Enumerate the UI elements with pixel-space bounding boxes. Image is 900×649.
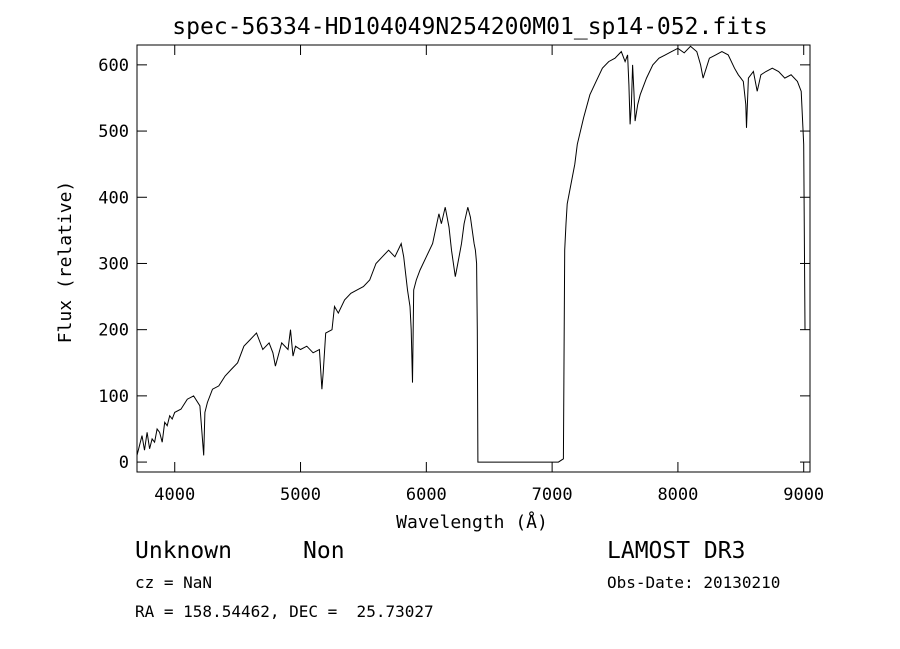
y-tick-label: 400 bbox=[98, 188, 129, 208]
x-axis-label: Wavelength (Å) bbox=[396, 511, 548, 533]
plot-frame bbox=[136, 44, 811, 473]
y-tick-label: 200 bbox=[98, 321, 129, 341]
x-tick-label: 4000 bbox=[154, 485, 195, 505]
x-axis: 4000 5000 6000 7000 8000 9000 bbox=[154, 45, 824, 505]
y-tick-label: 600 bbox=[98, 56, 129, 76]
object-name: Unknown bbox=[135, 538, 232, 564]
y-tick-label: 0 bbox=[119, 453, 129, 473]
x-tick-label: 9000 bbox=[783, 485, 824, 505]
x-tick-label: 8000 bbox=[657, 485, 698, 505]
y-tick-label: 300 bbox=[98, 254, 129, 274]
y-tick-label: 100 bbox=[98, 387, 129, 407]
x-tick-label: 7000 bbox=[532, 485, 573, 505]
coordinates-label: RA = 158.54462, DEC = 25.73027 bbox=[135, 602, 434, 621]
obs-date-label: Obs-Date: 20130210 bbox=[607, 573, 781, 592]
survey-label: LAMOST DR3 bbox=[607, 538, 746, 564]
x-tick-label: 6000 bbox=[406, 485, 447, 505]
redshift-label: cz = NaN bbox=[135, 573, 213, 592]
spectrum-series-line bbox=[136, 45, 806, 463]
object-class: Non bbox=[303, 538, 345, 564]
y-tick-label: 500 bbox=[98, 122, 129, 142]
x-tick-label: 5000 bbox=[280, 485, 321, 505]
chart-title: spec-56334-HD104049N254200M01_sp14-052.f… bbox=[172, 14, 767, 40]
y-axis-label: Flux (relative) bbox=[55, 181, 76, 344]
y-axis: 0 100 200 300 400 500 600 bbox=[98, 56, 810, 473]
